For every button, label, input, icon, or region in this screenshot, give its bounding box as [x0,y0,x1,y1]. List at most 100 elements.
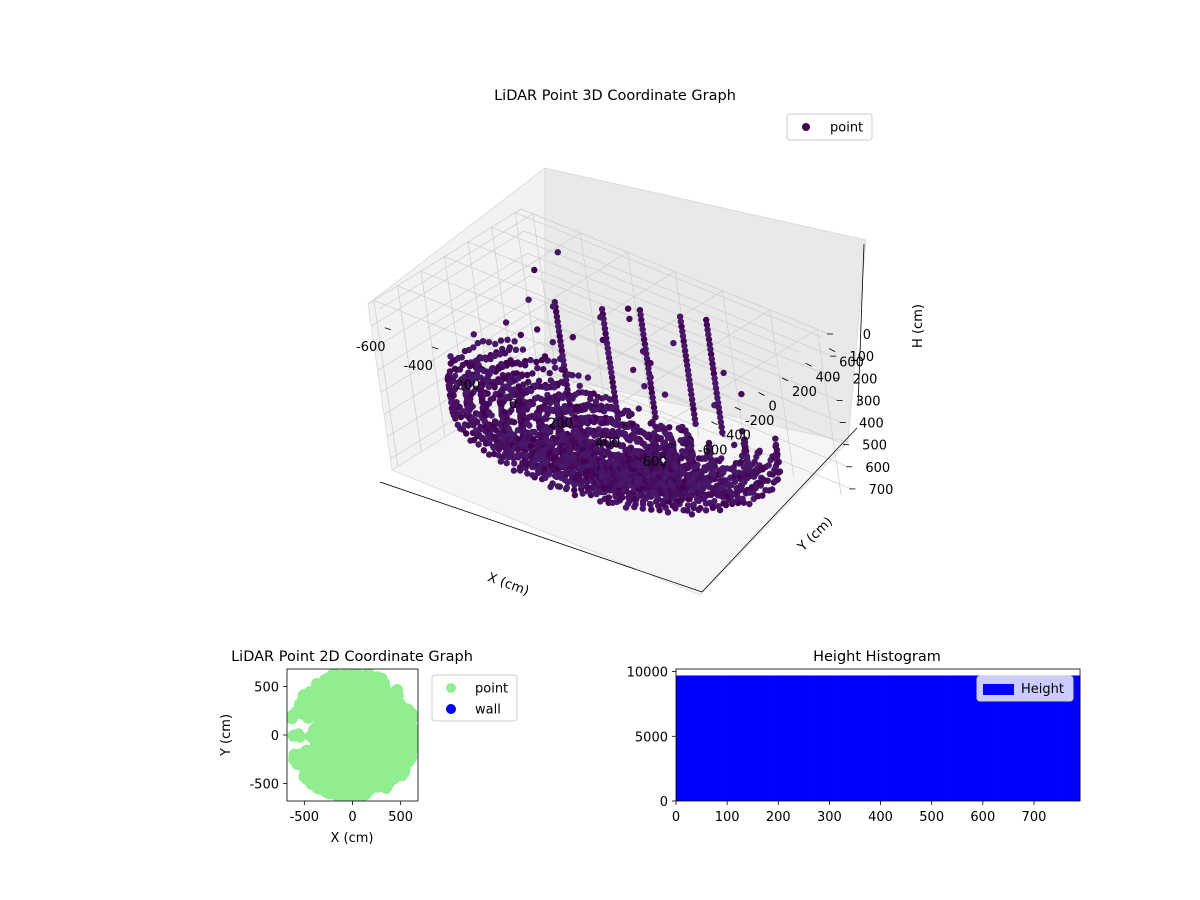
point-266 [475,356,482,363]
point-2d-834 [302,689,315,702]
point-2243 [650,399,657,406]
histogram-bar-51 [936,675,943,801]
histogram-bar-78 [1074,675,1081,801]
histogram-bar-19 [773,675,779,801]
histogram-bar-37 [865,675,871,801]
point-1086 [635,493,642,500]
point-2261 [686,381,694,389]
point-2320 [565,371,573,378]
point-336 [511,460,518,467]
tick-mark-y-1 [711,421,718,426]
point-1015 [530,436,537,443]
point-491 [512,360,519,367]
point-2279 [709,360,716,367]
point-724 [740,440,748,447]
point-2275 [706,341,713,348]
point-1292 [547,428,554,436]
histogram-bar-6 [706,675,713,801]
point-2d-832 [341,699,354,712]
chart-3d-legend-label: point [830,121,863,136]
point-2263 [688,391,695,398]
point-2188 [558,347,565,354]
histogram-bar-56 [962,675,968,801]
point-2266 [690,406,697,413]
point-921 [720,484,727,492]
tick-label-x-0: -600 [356,340,386,355]
point-1828 [624,435,631,443]
tick-label-z-6: 600 [865,461,890,476]
histogram-bar-46 [911,675,917,801]
point-2227 [638,321,646,328]
chart-3d-x-ticks: -600 -400 -200 0 200 400 600 [356,327,676,470]
tick-label-x-6: 600 [643,455,668,470]
point-2194 [562,376,570,384]
point-2281 [710,370,718,377]
tick-label-x-4: 200 [548,417,573,432]
histogram-bar-16 [757,675,764,801]
tick-label-x-3: 0 [509,398,517,413]
histogram-bar-10 [727,675,733,801]
point-2199 [566,401,573,408]
point-2100 [655,473,662,480]
histogram-bar-17 [762,675,769,801]
point-378 [609,499,616,506]
point-32 [461,347,469,355]
point-485 [522,357,529,365]
point-483 [525,378,532,386]
point-2191 [560,362,568,369]
point-897 [694,495,701,503]
point-2253 [681,342,688,350]
point-426 [720,500,727,507]
point-201 [746,500,753,508]
point-1167 [709,466,716,473]
point-2242 [649,394,656,401]
histogram-bar-15 [752,675,759,801]
point-2d-850 [358,678,371,691]
point-2d-826 [351,720,364,733]
point-2340 [553,401,561,408]
point-477 [535,377,543,385]
point-159 [648,506,655,513]
histogram-bar-5 [701,675,708,801]
point-315 [479,434,486,441]
point-251 [496,351,503,358]
point-1008 [527,442,534,450]
point-2d-847 [362,692,375,704]
grid-line-z-5 [383,319,846,446]
histogram-bar-65 [1008,675,1014,801]
point-714 [745,465,752,473]
point-2332 [711,402,718,409]
tick-label-hist-y-1: 5000 [635,730,668,745]
tick-label-hist-y-2: 10000 [627,666,668,681]
histogram-bar-27 [814,675,820,801]
point-2d-749 [361,765,374,778]
point-2310 [534,326,541,333]
point-1168 [707,450,714,457]
chart-3d-x-axis-line [379,481,703,593]
point-2296 [626,315,633,323]
point-1422 [689,477,696,484]
point-1800 [660,451,667,458]
point-900 [697,489,704,497]
point-2d-848 [330,715,343,728]
point-2350 [569,334,576,341]
point-885 [675,497,682,505]
point-2307 [647,374,654,381]
point-2268 [691,415,699,423]
point-514 [485,383,493,390]
point-1846 [612,433,619,440]
point-239 [772,441,780,449]
point-69 [452,415,459,422]
point-2282 [711,375,718,382]
point-2183 [555,323,562,330]
point-2d-810 [407,734,418,747]
point-2229 [640,331,647,338]
point-1965 [582,458,589,465]
point-1 [519,346,527,353]
histogram-bar-55 [957,675,963,801]
point-47 [447,360,454,367]
histogram-bar-77 [1069,675,1076,801]
point-2d-856 [393,717,406,730]
histogram-bar-43 [895,675,902,801]
point-245 [506,344,513,351]
